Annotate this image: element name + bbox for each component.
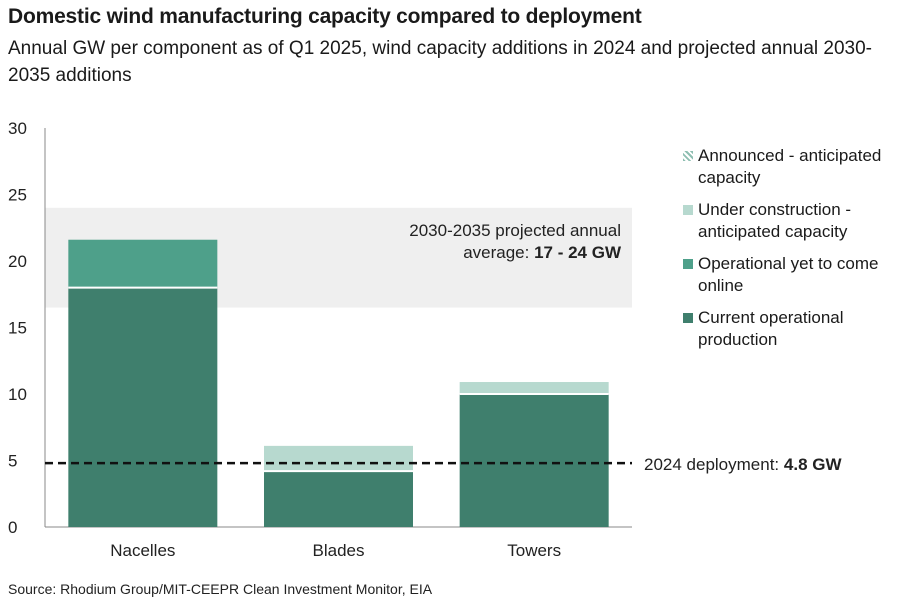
y-tick-label: 0 <box>8 518 17 537</box>
deployment-annotation: 2024 deployment: 4.8 GW <box>644 455 842 474</box>
legend-label-announced: Announced - anticipated capacity <box>698 146 882 187</box>
y-tick-label: 5 <box>8 452 17 471</box>
band-annotation-line1: 2030-2035 projected annual <box>409 221 621 240</box>
legend-item-current: Current operational production <box>683 307 918 351</box>
bar-under-construction-blades <box>264 445 413 472</box>
y-tick-label: 10 <box>8 385 27 404</box>
bar-current-nacelles <box>68 287 218 527</box>
y-tick-label: 30 <box>8 119 27 138</box>
legend-label-under-construction: Under construction - anticipated capacit… <box>698 200 852 241</box>
legend-item-announced: Announced - anticipated capacity <box>683 145 918 189</box>
y-tick-label: 25 <box>8 186 27 205</box>
deployment-annotation-prefix: 2024 deployment: <box>644 455 784 474</box>
y-tick-label: 15 <box>8 319 27 338</box>
chart-subtitle: Annual GW per component as of Q1 2025, w… <box>8 38 873 86</box>
x-tick-label: Blades <box>313 541 365 560</box>
band-annotation-prefix: average: <box>463 243 534 262</box>
chart-legend: Announced - anticipated capacity Under c… <box>683 145 918 361</box>
legend-item-operational-ytc: Operational yet to come online <box>683 253 918 297</box>
bar-current-blades <box>264 471 413 527</box>
deployment-annotation-value: 4.8 GW <box>784 455 843 474</box>
band-annotation-value: 17 - 24 GW <box>534 243 622 262</box>
legend-label-operational-ytc: Operational yet to come online <box>698 254 879 295</box>
bar-under-construction-towers <box>459 382 609 394</box>
y-tick-label: 20 <box>8 252 27 271</box>
chart-title: Domestic wind manufacturing capacity com… <box>8 5 642 28</box>
x-tick-label: Towers <box>507 541 561 560</box>
band-annotation-line2: average: 17 - 24 GW <box>463 243 622 262</box>
legend-item-under-construction: Under construction - anticipated capacit… <box>683 199 918 243</box>
source-note: Source: Rhodium Group/MIT-CEEPR Clean In… <box>8 581 433 597</box>
legend-label-current: Current operational production <box>698 308 844 349</box>
light-teal-swatch-icon <box>683 205 693 215</box>
hatched-swatch-icon <box>683 151 693 161</box>
bar-current-towers <box>459 394 609 527</box>
bar-operational-ytc-nacelles <box>68 239 218 288</box>
mid-teal-swatch-icon <box>683 259 693 269</box>
dark-teal-swatch-icon <box>683 313 693 323</box>
x-tick-label: Nacelles <box>110 541 175 560</box>
